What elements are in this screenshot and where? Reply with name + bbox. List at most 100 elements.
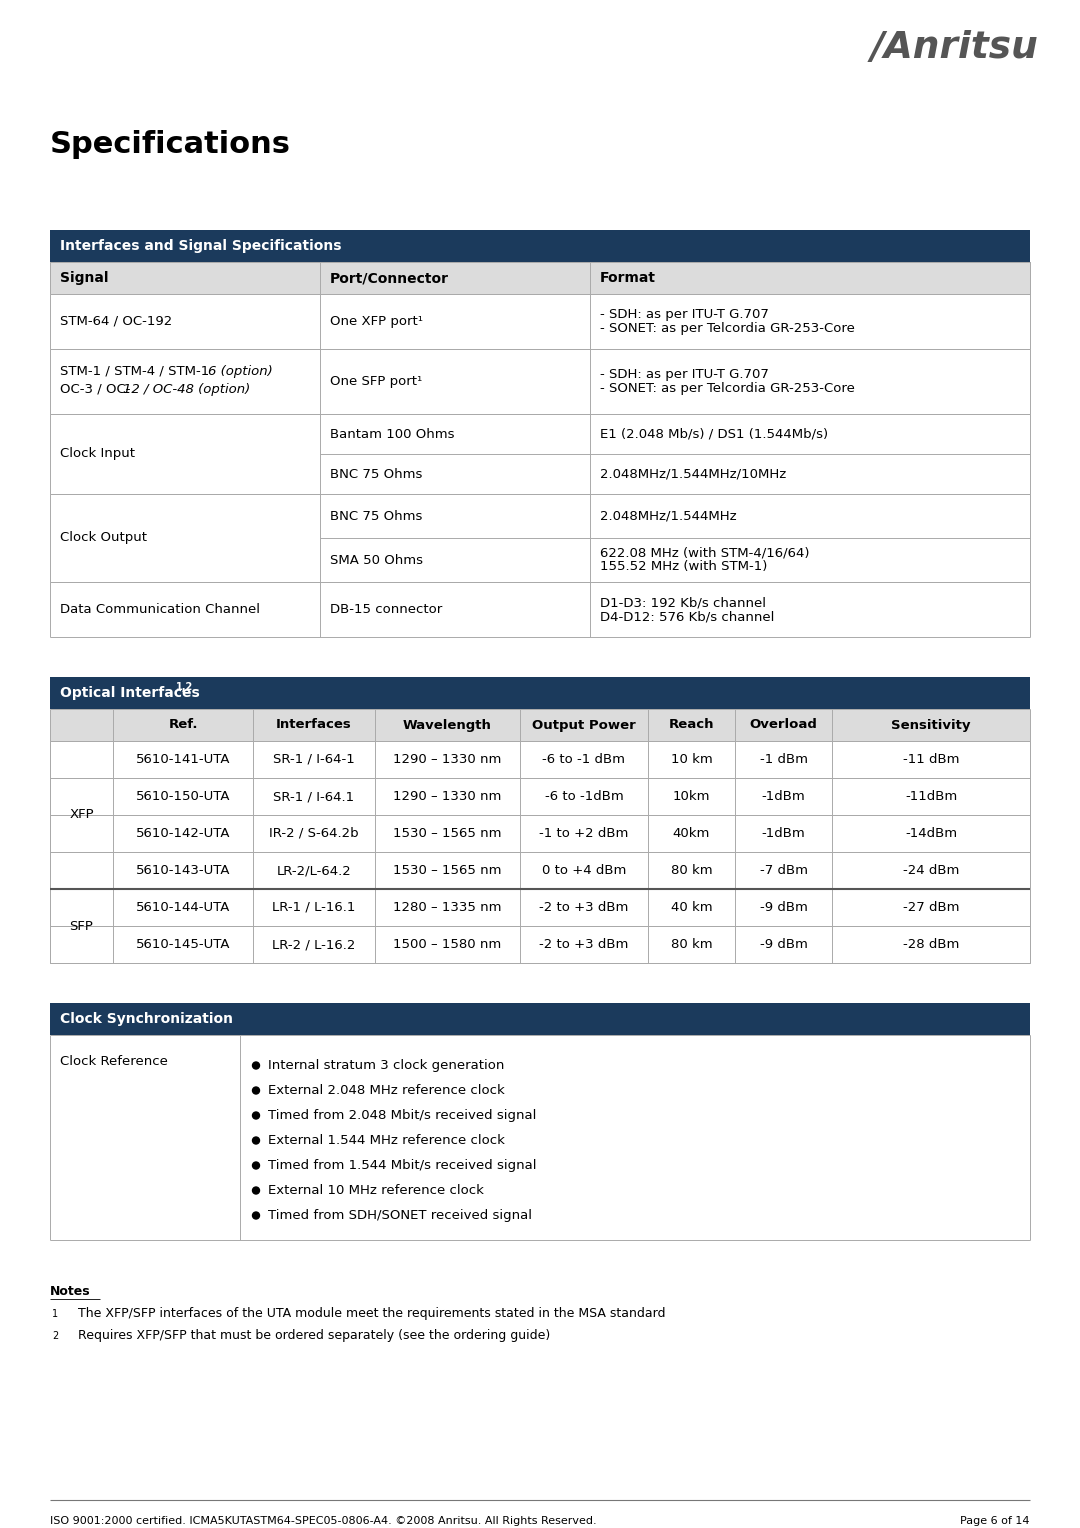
Text: One SFP port¹: One SFP port¹: [330, 374, 422, 388]
Bar: [50, 261, 1030, 293]
Text: 5610-150-UTA: 5610-150-UTA: [136, 790, 230, 804]
Text: 1: 1: [52, 1309, 58, 1319]
Text: ISO 9001:2000 certified. ICMA5KUTASTM64-SPEC05-0806-A4. ©2008 Anritsu. All Right: ISO 9001:2000 certified. ICMA5KUTASTM64-…: [50, 1516, 596, 1526]
Bar: [50, 926, 1030, 963]
Text: SMA 50 Ohms: SMA 50 Ohms: [330, 553, 423, 567]
Text: SR-1 / I-64-1: SR-1 / I-64-1: [273, 753, 355, 766]
Text: 1290 – 1330 nm: 1290 – 1330 nm: [393, 753, 502, 766]
Bar: [50, 1002, 1030, 1034]
Text: Timed from 2.048 Mbit/s received signal: Timed from 2.048 Mbit/s received signal: [268, 1109, 537, 1122]
Text: Requires XFP/SFP that must be ordered separately (see the ordering guide): Requires XFP/SFP that must be ordered se…: [78, 1329, 550, 1342]
Text: /Anritsu: /Anritsu: [870, 31, 1038, 66]
Bar: [50, 293, 1030, 348]
Text: DB-15 connector: DB-15 connector: [330, 604, 442, 616]
Text: Internal stratum 3 clock generation: Internal stratum 3 clock generation: [268, 1059, 504, 1073]
Text: Signal: Signal: [60, 270, 108, 286]
Text: Port/Connector: Port/Connector: [330, 270, 449, 286]
Text: LR-2/L-64.2: LR-2/L-64.2: [276, 863, 351, 877]
Text: SFP: SFP: [69, 920, 94, 932]
Text: Clock Input: Clock Input: [60, 448, 135, 460]
Text: Ref.: Ref.: [168, 718, 198, 732]
Text: -2 to +3 dBm: -2 to +3 dBm: [539, 938, 629, 950]
Text: Format: Format: [600, 270, 656, 286]
Text: -2 to +3 dBm: -2 to +3 dBm: [539, 902, 629, 914]
Text: Overload: Overload: [750, 718, 818, 732]
Text: -11dBm: -11dBm: [905, 790, 957, 804]
Circle shape: [253, 1062, 259, 1070]
Text: 1290 – 1330 nm: 1290 – 1330 nm: [393, 790, 502, 804]
Text: -7 dBm: -7 dBm: [759, 863, 808, 877]
Text: XFP: XFP: [69, 808, 94, 822]
Bar: [50, 741, 1030, 778]
Text: 1280 – 1335 nm: 1280 – 1335 nm: [393, 902, 502, 914]
Bar: [50, 778, 1030, 814]
Text: Clock Reference: Clock Reference: [60, 1054, 167, 1068]
Bar: [50, 494, 1030, 582]
Text: 80 km: 80 km: [671, 863, 713, 877]
Text: STM-1 / STM-4 / STM-1: STM-1 / STM-4 / STM-1: [60, 365, 210, 377]
Text: -6 to -1dBm: -6 to -1dBm: [544, 790, 623, 804]
Text: -9 dBm: -9 dBm: [759, 938, 808, 950]
Text: -11 dBm: -11 dBm: [903, 753, 959, 766]
Text: - SDH: as per ITU-T G.707: - SDH: as per ITU-T G.707: [600, 309, 769, 321]
Text: BNC 75 Ohms: BNC 75 Ohms: [330, 509, 422, 523]
Text: -24 dBm: -24 dBm: [903, 863, 959, 877]
Bar: [50, 414, 1030, 494]
Text: E1 (2.048 Mb/s) / DS1 (1.544Mb/s): E1 (2.048 Mb/s) / DS1 (1.544Mb/s): [600, 428, 828, 440]
Text: -27 dBm: -27 dBm: [903, 902, 959, 914]
Text: SR-1 / I-64.1: SR-1 / I-64.1: [273, 790, 354, 804]
Text: LR-2 / L-16.2: LR-2 / L-16.2: [272, 938, 355, 950]
Text: Clock Synchronization: Clock Synchronization: [60, 1012, 233, 1025]
Text: 0 to +4 dBm: 0 to +4 dBm: [542, 863, 626, 877]
Text: Output Power: Output Power: [532, 718, 636, 732]
Text: -1dBm: -1dBm: [761, 790, 806, 804]
Text: Clock Output: Clock Output: [60, 532, 147, 544]
Text: 5610-144-UTA: 5610-144-UTA: [136, 902, 230, 914]
Text: Data Communication Channel: Data Communication Channel: [60, 604, 260, 616]
Text: Interfaces: Interfaces: [276, 718, 352, 732]
Text: - SONET: as per Telcordia GR-253-Core: - SONET: as per Telcordia GR-253-Core: [600, 322, 855, 335]
Text: 5610-145-UTA: 5610-145-UTA: [136, 938, 230, 950]
Text: D1-D3: 192 Kb/s channel: D1-D3: 192 Kb/s channel: [600, 596, 766, 610]
Text: 5610-141-UTA: 5610-141-UTA: [136, 753, 230, 766]
Text: -1dBm: -1dBm: [761, 827, 806, 840]
Text: - SONET: as per Telcordia GR-253-Core: - SONET: as per Telcordia GR-253-Core: [600, 382, 855, 396]
Bar: [50, 677, 1030, 709]
Text: -6 to -1 dBm: -6 to -1 dBm: [542, 753, 625, 766]
Circle shape: [253, 1137, 259, 1144]
Text: Page 6 of 14: Page 6 of 14: [960, 1516, 1030, 1526]
Bar: [50, 348, 1030, 414]
Text: 40 km: 40 km: [671, 902, 713, 914]
Text: External 2.048 MHz reference clock: External 2.048 MHz reference clock: [268, 1083, 504, 1097]
Text: External 1.544 MHz reference clock: External 1.544 MHz reference clock: [268, 1134, 504, 1148]
Text: Sensitivity: Sensitivity: [891, 718, 971, 732]
Text: 80 km: 80 km: [671, 938, 713, 950]
Text: Reach: Reach: [669, 718, 714, 732]
Text: 1500 – 1580 nm: 1500 – 1580 nm: [393, 938, 501, 950]
Text: 6 (option): 6 (option): [208, 365, 273, 377]
Text: LR-1 / L-16.1: LR-1 / L-16.1: [272, 902, 355, 914]
Bar: [50, 709, 1030, 741]
Text: 12 / OC-48 (option): 12 / OC-48 (option): [123, 384, 251, 396]
Text: OC-3 / OC-: OC-3 / OC-: [60, 384, 131, 396]
Text: Bantam 100 Ohms: Bantam 100 Ohms: [330, 428, 455, 440]
Bar: [50, 231, 1030, 261]
Text: 622.08 MHz (with STM-4/16/64): 622.08 MHz (with STM-4/16/64): [600, 547, 810, 559]
Text: Specifications: Specifications: [50, 130, 291, 159]
Circle shape: [253, 1212, 259, 1219]
Circle shape: [253, 1187, 259, 1193]
Text: D4-D12: 576 Kb/s channel: D4-D12: 576 Kb/s channel: [600, 610, 774, 623]
Text: 1530 – 1565 nm: 1530 – 1565 nm: [393, 827, 502, 840]
Text: -1 dBm: -1 dBm: [759, 753, 808, 766]
Text: STM-64 / OC-192: STM-64 / OC-192: [60, 315, 172, 329]
Text: Optical Interfaces: Optical Interfaces: [60, 686, 204, 700]
Bar: [50, 814, 1030, 853]
Text: 2.048MHz/1.544MHz/10MHz: 2.048MHz/1.544MHz/10MHz: [600, 468, 786, 480]
Text: Wavelength: Wavelength: [403, 718, 491, 732]
Text: 40km: 40km: [673, 827, 711, 840]
Text: 10km: 10km: [673, 790, 711, 804]
Text: 2: 2: [52, 1331, 58, 1342]
Text: 5610-143-UTA: 5610-143-UTA: [136, 863, 230, 877]
Text: Notes: Notes: [50, 1285, 91, 1297]
Bar: [50, 853, 1030, 889]
